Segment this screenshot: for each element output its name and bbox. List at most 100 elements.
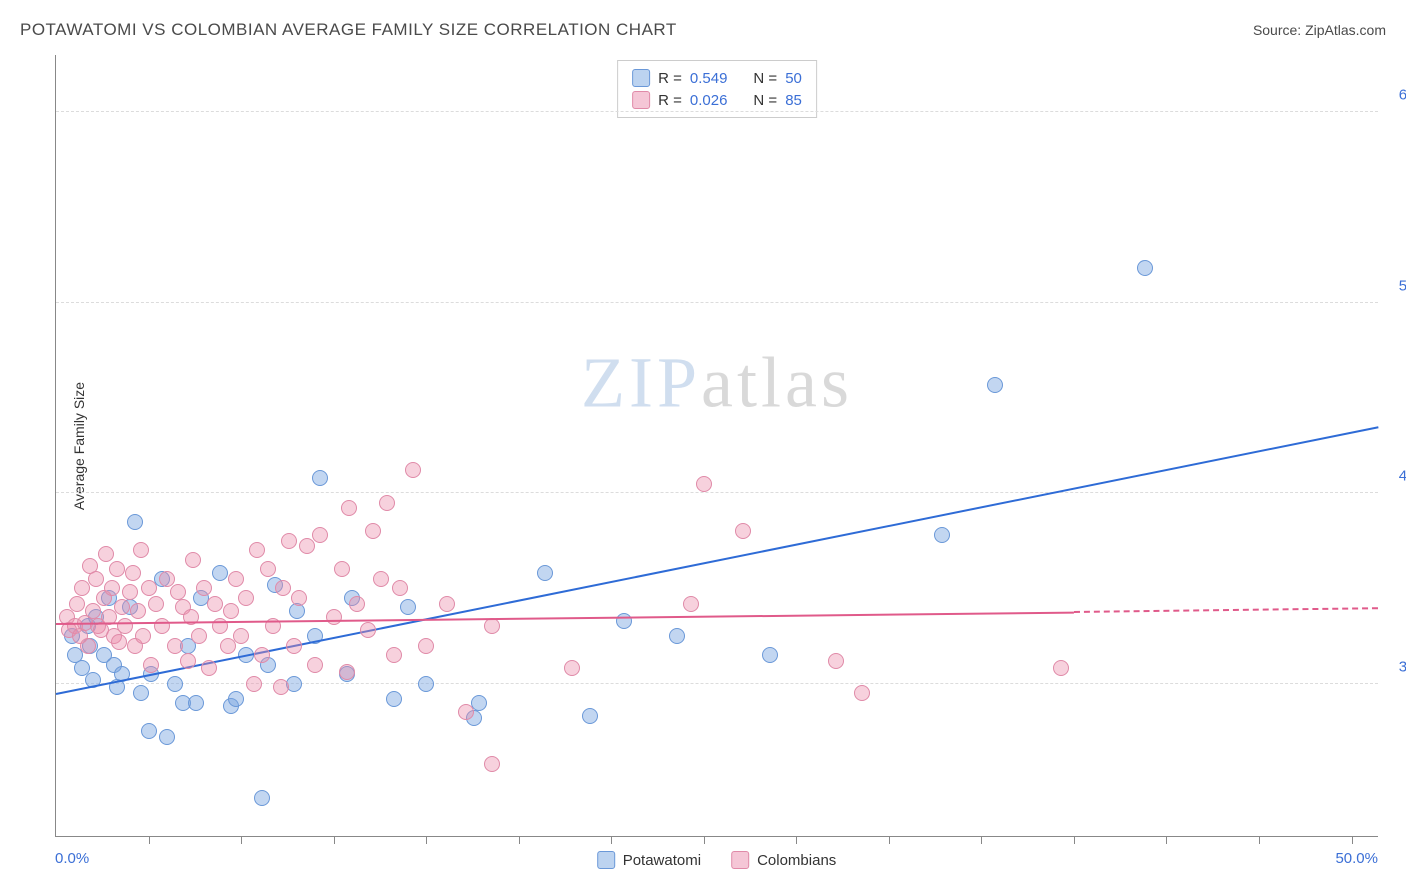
data-point [360,622,376,638]
data-point [471,695,487,711]
stat-n-label: N = [753,92,777,109]
x-tick [1166,836,1167,844]
data-point [88,571,104,587]
trend-line [56,611,1074,624]
x-tick [334,836,335,844]
stat-r-value: 0.026 [690,92,728,109]
data-point [249,542,265,558]
data-point [987,377,1003,393]
data-point [170,584,186,600]
data-point [141,580,157,596]
data-point [228,571,244,587]
chart-title: POTAWATOMI VS COLOMBIAN AVERAGE FAMILY S… [20,20,677,40]
data-point [299,538,315,554]
grid-line [56,492,1378,493]
data-point [130,603,146,619]
y-tick-label: 3.00 [1399,658,1406,675]
data-point [286,638,302,654]
data-point [484,618,500,634]
data-point [458,704,474,720]
data-point [326,609,342,625]
data-point [564,660,580,676]
x-tick [796,836,797,844]
legend-item: Potawatomi [597,851,701,869]
data-point [180,653,196,669]
x-tick [611,836,612,844]
stats-swatch-icon [632,91,650,109]
data-point [334,561,350,577]
data-point [1053,660,1069,676]
data-point [735,523,751,539]
data-point [365,523,381,539]
legend-label: Potawatomi [623,852,701,869]
y-tick-label: 6.00 [1399,87,1406,104]
data-point [405,462,421,478]
data-point [616,613,632,629]
data-point [104,580,120,596]
trend-line-dash [1074,607,1378,613]
x-tick [241,836,242,844]
x-tick [519,836,520,844]
x-tick [889,836,890,844]
series-legend: Potawatomi Colombians [597,851,837,869]
watermark: ZIPatlas [581,342,853,425]
data-point [537,565,553,581]
data-point [307,657,323,673]
plot-area: ZIPatlas R =0.549N =50R =0.026N =85 3.00… [55,55,1378,837]
data-point [291,590,307,606]
data-point [207,596,223,612]
data-point [127,514,143,530]
stats-row: R = 0.026 N = 85 [632,89,802,111]
data-point [143,657,159,673]
data-point [133,685,149,701]
legend-item: Colombians [731,851,836,869]
data-point [254,647,270,663]
data-point [246,676,262,692]
data-point [349,596,365,612]
stats-legend-box: R =0.549N =50 R = 0.026 N = 85 [617,60,817,118]
data-point [392,580,408,596]
chart-header: POTAWATOMI VS COLOMBIAN AVERAGE FAMILY S… [20,20,1386,40]
y-tick-label: 5.00 [1399,277,1406,294]
data-point [188,695,204,711]
data-point [418,638,434,654]
data-point [85,603,101,619]
data-point [109,561,125,577]
x-axis-min-label: 0.0% [55,850,89,867]
data-point [141,723,157,739]
data-point [125,565,141,581]
data-point [373,571,389,587]
y-tick-label: 4.00 [1399,468,1406,485]
x-tick [426,836,427,844]
x-axis-max-label: 50.0% [1335,850,1378,867]
data-point [223,603,239,619]
legend-swatch-icon [731,851,749,869]
data-point [386,691,402,707]
data-point [238,590,254,606]
data-point [273,679,289,695]
data-point [934,527,950,543]
data-point [400,599,416,615]
data-point [148,596,164,612]
data-point [135,628,151,644]
stat-r-label: R = [658,92,682,109]
data-point [185,552,201,568]
x-tick [704,836,705,844]
x-tick [149,836,150,844]
watermark-atlas: atlas [701,343,853,423]
data-point [386,647,402,663]
data-point [439,596,455,612]
stats-swatch-icon [632,69,650,87]
data-point [80,638,96,654]
x-tick [981,836,982,844]
stats-row: R =0.549N =50 [632,67,802,89]
data-point [683,596,699,612]
stat-n-value: 85 [785,92,802,109]
data-point [828,653,844,669]
data-point [69,596,85,612]
data-point [281,533,297,549]
data-point [312,470,328,486]
data-point [339,664,355,680]
data-point [111,634,127,650]
legend-swatch-icon [597,851,615,869]
